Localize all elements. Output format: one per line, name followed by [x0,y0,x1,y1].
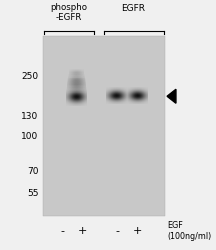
Text: 250: 250 [21,72,38,81]
Text: phospho
-EGFR: phospho -EGFR [51,2,88,22]
FancyBboxPatch shape [43,36,165,216]
Text: EGF
(100ng/ml): EGF (100ng/ml) [167,221,211,241]
Text: +: + [77,226,87,236]
Text: 55: 55 [27,189,38,198]
Text: -: - [60,226,64,236]
Text: EGFR: EGFR [121,4,145,13]
Text: -: - [116,226,120,236]
Text: +: + [133,226,142,236]
Text: 100: 100 [21,132,38,141]
Text: 130: 130 [21,112,38,121]
Text: 70: 70 [27,167,38,176]
Polygon shape [167,89,176,103]
